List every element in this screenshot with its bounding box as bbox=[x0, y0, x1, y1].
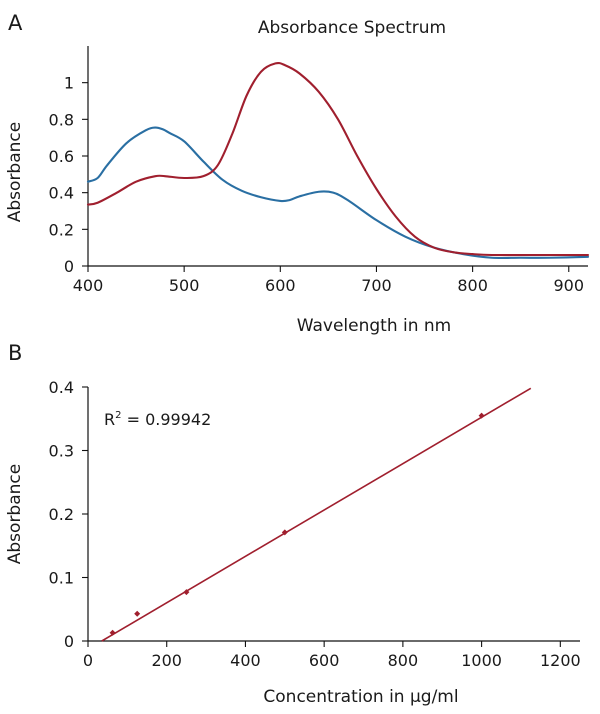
chart-a-x-tick-label: 700 bbox=[361, 276, 392, 295]
chart-b-data-point bbox=[183, 589, 190, 596]
chart-a-x-tick-label: 400 bbox=[73, 276, 104, 295]
chart-a-x-tick-label: 500 bbox=[169, 276, 200, 295]
chart-b-y-label: Absorbance bbox=[5, 464, 25, 564]
r-symbol: R bbox=[104, 410, 115, 429]
chart-a-title: Absorbance Spectrum bbox=[258, 18, 446, 38]
panel-b-letter: B bbox=[8, 341, 22, 365]
chart-b-y-tick-label: 0 bbox=[64, 632, 74, 651]
chart-b-data-point bbox=[109, 629, 116, 636]
chart-a-y-tick-label: 1 bbox=[64, 74, 74, 93]
chart-b-y-tick-label: 0.1 bbox=[49, 569, 74, 588]
chart-a-y-tick-label: 0.6 bbox=[49, 147, 74, 166]
chart-a-x-label: Wavelength in nm bbox=[297, 316, 452, 336]
chart-b-x-tick-label: 800 bbox=[388, 651, 419, 670]
chart-b-x-label: Concentration in µg/ml bbox=[263, 687, 458, 707]
chart-b-x-tick-label: 1200 bbox=[540, 651, 581, 670]
chart-a-series-line-1 bbox=[86, 126, 590, 260]
chart-a-y-tick-label: 0.4 bbox=[49, 184, 74, 203]
chart-b-y-tick-label: 0.3 bbox=[49, 442, 74, 461]
chart-a-x-tick-label: 600 bbox=[265, 276, 296, 295]
chart-b-data-point bbox=[478, 412, 485, 419]
chart-a-series-line-2 bbox=[86, 61, 590, 257]
r-value: = 0.99942 bbox=[122, 410, 212, 429]
chart-a-x-tick-label: 900 bbox=[553, 276, 584, 295]
chart-a-y-tick-label: 0.8 bbox=[49, 110, 74, 129]
chart-b-y-tick-label: 0.4 bbox=[49, 378, 74, 397]
chart-a-y-label: Absorbance bbox=[5, 122, 25, 222]
panel-a-letter: A bbox=[8, 11, 23, 35]
chart-b-y-tick-label: 0.2 bbox=[49, 505, 74, 524]
chart-b-data-point bbox=[134, 610, 141, 617]
chart-b-x-tick-label: 1000 bbox=[461, 651, 502, 670]
chart-a-y-tick-label: 0.2 bbox=[49, 220, 74, 239]
r-exponent: 2 bbox=[115, 410, 121, 421]
chart-b-data-point bbox=[281, 529, 288, 536]
chart-a-y-tick-label: 0 bbox=[64, 257, 74, 276]
chart-b-x-tick-label: 200 bbox=[151, 651, 182, 670]
r-squared-annotation: R2 = 0.99942 bbox=[104, 410, 211, 429]
chart-a-x-tick-label: 800 bbox=[457, 276, 488, 295]
chart-b-x-tick-label: 600 bbox=[309, 651, 340, 670]
chart-b-fit-line bbox=[101, 387, 532, 642]
chart-b-x-tick-label: 400 bbox=[230, 651, 261, 670]
chart-b-x-tick-label: 0 bbox=[83, 651, 93, 670]
